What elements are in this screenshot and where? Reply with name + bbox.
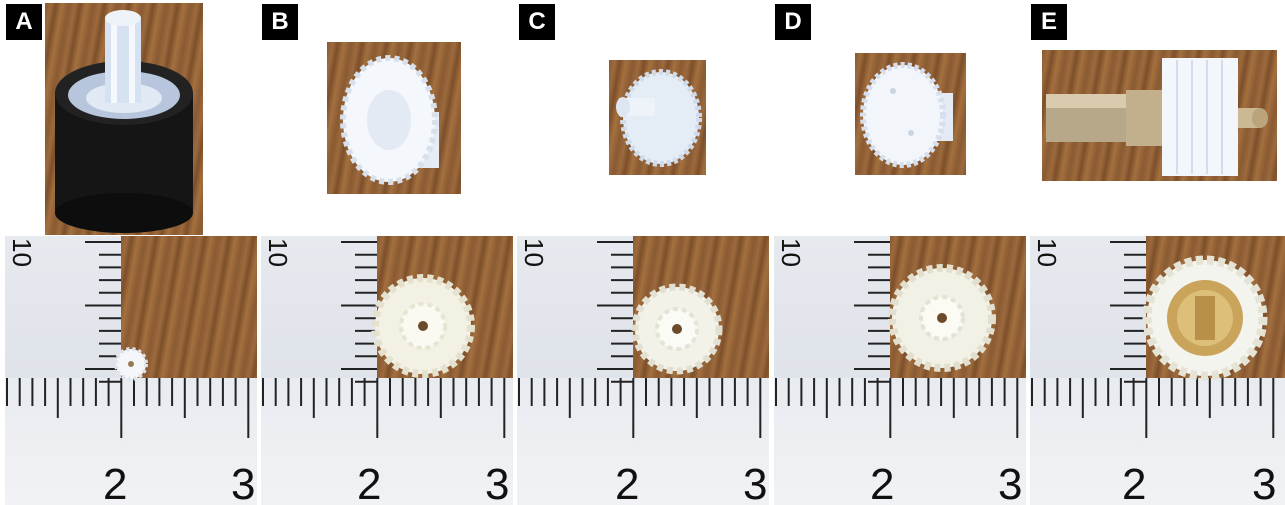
photo-b-double-gear <box>327 42 461 194</box>
ruler-horizontal-section <box>774 378 1026 505</box>
side-number: 10 <box>263 238 293 267</box>
ruler-ticks <box>262 241 506 438</box>
ruler-panel-e: 10 2 3 <box>1030 236 1285 505</box>
panel-label-d: D <box>775 4 811 40</box>
side-number: 10 <box>519 238 549 267</box>
scale-number-2: 2 <box>357 460 382 505</box>
gear-top-view <box>1142 255 1268 381</box>
photo-e-gear-with-shaft <box>1042 50 1277 181</box>
ruler-horizontal-section <box>1030 378 1285 505</box>
panel-label-e: E <box>1031 4 1067 40</box>
photo-a-gear-assembly <box>45 3 203 235</box>
ruler-horizontal-section <box>5 378 257 505</box>
photo-c-double-gear <box>609 60 706 175</box>
scale-number-3: 3 <box>231 460 256 505</box>
scale-number-2: 2 <box>870 460 895 505</box>
ruler-vertical-section <box>261 236 377 378</box>
scale-number-3: 3 <box>485 460 510 505</box>
scale-number-2: 2 <box>615 460 640 505</box>
ruler-ticks <box>6 241 250 438</box>
side-number: 10 <box>7 238 37 267</box>
ruler-panel-b: 10 2 3 <box>261 236 513 505</box>
ruler-vertical-section <box>1030 236 1146 378</box>
ruler-ticks <box>775 241 1019 438</box>
gear-top-view <box>371 274 475 378</box>
scale-number-3: 3 <box>1252 460 1277 505</box>
ruler-panel-c: 10 2 3 <box>517 236 769 505</box>
scale-number-2: 2 <box>103 460 128 505</box>
panel-label-c: C <box>519 4 555 40</box>
scale-number-3: 3 <box>743 460 768 505</box>
scale-number-2: 2 <box>1122 460 1147 505</box>
gear-top-view <box>888 264 996 372</box>
ruler-panel-d: 10 2 3 <box>774 236 1026 505</box>
panel-label-a: A <box>6 4 42 40</box>
ruler-vertical-section <box>774 236 890 378</box>
photo-d-double-gear <box>855 53 966 175</box>
ruler-panel-a: 10 2 3 <box>5 236 257 505</box>
gear-top-view <box>631 283 723 375</box>
ruler-horizontal-section <box>517 378 769 505</box>
side-number: 10 <box>1032 238 1062 267</box>
ruler-ticks <box>518 241 762 438</box>
panel-label-b: B <box>262 4 298 40</box>
gear-top-view <box>114 347 148 381</box>
wood-background <box>121 236 257 378</box>
ruler-vertical-section <box>5 236 121 378</box>
ruler-horizontal-section <box>261 378 513 505</box>
ruler-vertical-section <box>517 236 633 378</box>
side-number: 10 <box>776 238 806 267</box>
ruler-ticks <box>1031 241 1275 438</box>
scale-number-3: 3 <box>998 460 1023 505</box>
